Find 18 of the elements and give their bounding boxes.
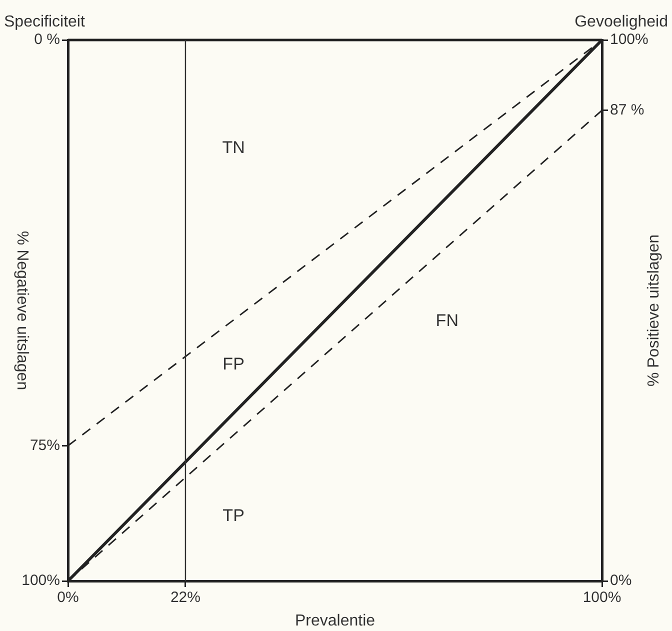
x-tick-label: 0% <box>57 589 79 606</box>
y2-tick-label: 0% <box>610 572 632 590</box>
y-tick-label: 75% <box>30 436 60 454</box>
text: Specificiteit <box>4 13 86 30</box>
annotation: TN <box>222 138 245 157</box>
y-tick-label: 0 % <box>34 31 60 48</box>
x-tick-label: 100% <box>582 589 622 606</box>
x-axis-title: Prevalentie <box>294 612 376 630</box>
annotation: TP <box>222 506 244 525</box>
y-axis-title: % Negatieve uitslagen <box>14 230 31 390</box>
annotation: FN <box>436 311 458 330</box>
annotation: FP <box>222 354 244 374</box>
y2-axis-title: % Positieve uitslagen <box>645 234 662 387</box>
y2-tick-label: 100% <box>610 31 648 48</box>
y2-tick-label: 87 % <box>610 101 644 118</box>
y-tick-label: 100% <box>22 572 60 590</box>
x-tick-label: 22% <box>170 589 200 606</box>
text: Gevoeligheid <box>574 13 668 30</box>
